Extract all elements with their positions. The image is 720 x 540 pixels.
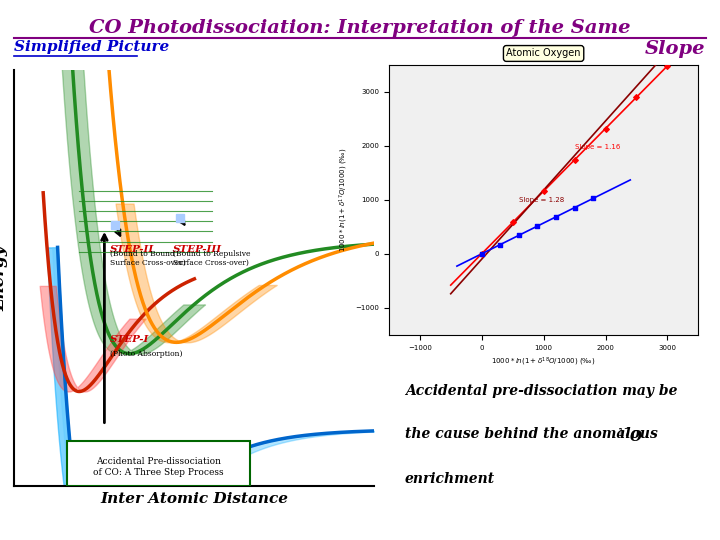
Y-axis label: Energy: Energy xyxy=(0,245,9,311)
X-axis label: Inter Atomic Distance: Inter Atomic Distance xyxy=(100,491,289,505)
Point xyxy=(476,249,487,258)
Point xyxy=(569,203,580,212)
Point xyxy=(588,194,599,202)
Text: Accidental Pre-dissociation
of CO: A Three Step Process: Accidental Pre-dissociation of CO: A Thr… xyxy=(93,457,224,477)
Text: Simplified Picture: Simplified Picture xyxy=(14,40,170,55)
Text: Slope = 1.28: Slope = 1.28 xyxy=(519,197,564,202)
Title: Atomic Oxygen: Atomic Oxygen xyxy=(506,49,581,58)
Text: Slope = 1.16: Slope = 1.16 xyxy=(575,144,620,150)
FancyBboxPatch shape xyxy=(67,441,251,486)
Point xyxy=(538,187,549,195)
Point xyxy=(531,222,543,231)
Point xyxy=(569,156,580,164)
Text: $^{17}$O: $^{17}$O xyxy=(617,427,644,445)
Point xyxy=(550,213,562,221)
Text: (Photo Absorption): (Photo Absorption) xyxy=(110,349,182,357)
Text: STEP-III: STEP-III xyxy=(173,245,222,254)
Point xyxy=(476,249,487,258)
Point xyxy=(631,93,642,102)
Text: enrichment: enrichment xyxy=(405,471,495,485)
Text: STEP-II: STEP-II xyxy=(110,245,154,254)
Point xyxy=(600,124,611,133)
Text: (Bound to Bound
Surface Cross-over): (Bound to Bound Surface Cross-over) xyxy=(110,249,186,267)
Y-axis label: $1000*ln(1+\delta^{17}O/1000)$ (‰): $1000*ln(1+\delta^{17}O/1000)$ (‰) xyxy=(338,147,350,252)
Point xyxy=(513,231,525,240)
Text: (Bound to Repulsive
Surface Cross-over): (Bound to Repulsive Surface Cross-over) xyxy=(173,249,251,267)
Text: Slope: Slope xyxy=(645,40,706,58)
Text: STEP-I: STEP-I xyxy=(110,335,149,345)
Point xyxy=(662,62,673,70)
X-axis label: $1000*ln(1+\delta^{18}O/1000)$ (‰): $1000*ln(1+\delta^{18}O/1000)$ (‰) xyxy=(492,356,595,368)
Point xyxy=(495,240,506,249)
Text: the cause behind the anomalous: the cause behind the anomalous xyxy=(405,427,662,441)
Text: CO Photodissociation: Interpretation of the Same: CO Photodissociation: Interpretation of … xyxy=(89,19,631,37)
Text: Accidental pre-dissociation may be: Accidental pre-dissociation may be xyxy=(405,384,677,399)
Point xyxy=(507,218,518,227)
